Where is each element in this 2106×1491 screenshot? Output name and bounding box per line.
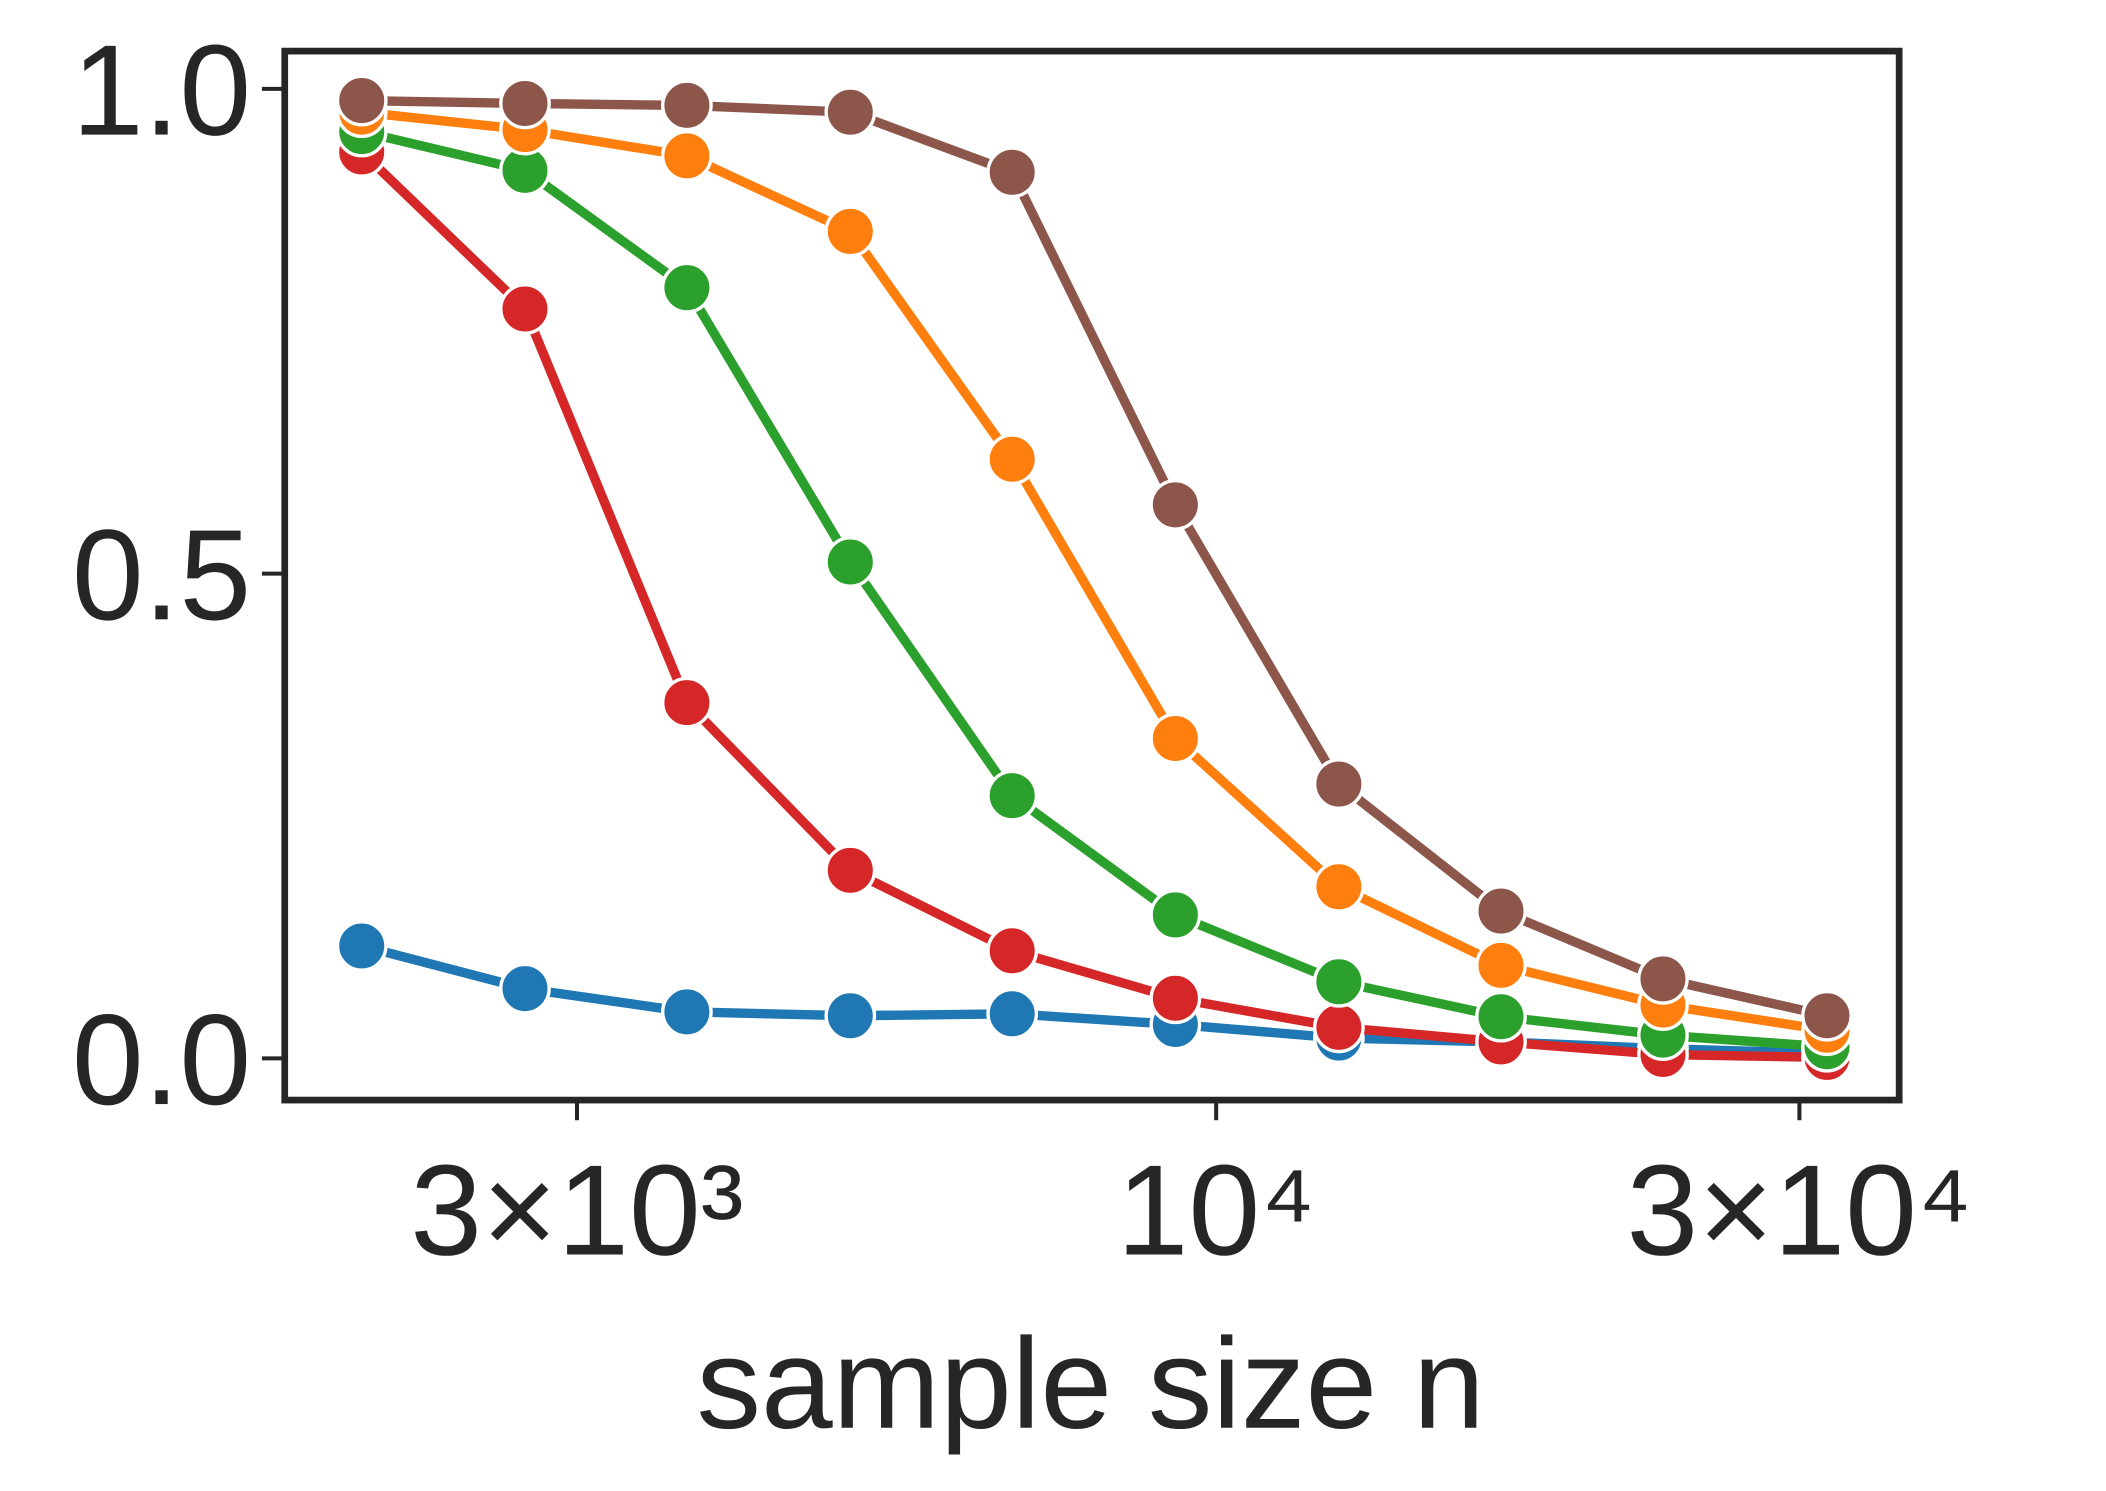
data-point <box>824 844 877 897</box>
data-point <box>986 924 1039 977</box>
data-point <box>1475 990 1527 1043</box>
x-axis-label: sample size n <box>697 1312 1485 1456</box>
y-tick-label: 0.5 <box>72 503 251 647</box>
data-point <box>1313 1001 1365 1054</box>
x-tick-label: 3×10³ <box>410 1139 743 1283</box>
data-point <box>1149 889 1202 941</box>
data-point <box>824 989 877 1042</box>
data-point <box>986 769 1039 822</box>
data-point <box>499 77 551 130</box>
x-tick-label: 10⁴ <box>1117 1139 1316 1283</box>
data-point <box>824 86 877 139</box>
data-point <box>1313 860 1365 913</box>
plot-frame <box>281 47 1903 1104</box>
series-line <box>361 107 1828 1035</box>
data-point <box>661 676 713 729</box>
data-point <box>335 920 388 972</box>
series-line <box>360 127 1828 1052</box>
data-point <box>499 283 551 335</box>
series-line <box>361 95 1829 1021</box>
series-line <box>360 941 1828 1059</box>
data-point <box>1801 989 1853 1042</box>
series-line <box>358 148 1828 1063</box>
y-tick-label: 1.0 <box>72 19 251 163</box>
data-point <box>1149 712 1202 765</box>
data-point <box>661 986 713 1038</box>
data-point <box>661 79 713 132</box>
data-point <box>1313 955 1365 1008</box>
data-point <box>335 74 388 127</box>
data-point <box>986 987 1039 1040</box>
data-point <box>824 205 877 258</box>
data-point <box>986 146 1039 199</box>
data-point <box>1149 972 1202 1025</box>
data-point <box>499 962 551 1015</box>
data-point <box>661 129 713 182</box>
data-point <box>824 536 877 588</box>
data-point <box>1149 478 1202 531</box>
data-point <box>1475 939 1527 992</box>
data-point <box>1475 885 1527 937</box>
data-point <box>1637 953 1689 1005</box>
y-tick-label: 0.0 <box>72 988 251 1132</box>
data-point <box>661 261 713 314</box>
data-point <box>986 433 1039 486</box>
data-point <box>1313 758 1365 810</box>
x-tick-label: 3×10⁴ <box>1627 1139 1973 1283</box>
